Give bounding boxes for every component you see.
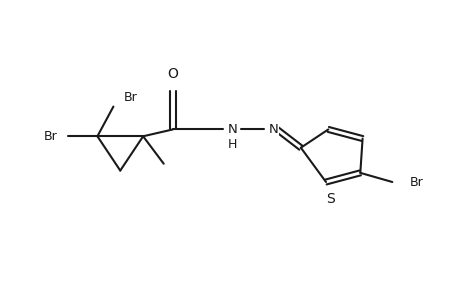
Text: N: N [268, 123, 278, 136]
Text: Br: Br [43, 130, 57, 143]
Text: S: S [325, 192, 334, 206]
Text: H: H [227, 138, 236, 151]
Text: Br: Br [409, 176, 423, 188]
Text: N: N [227, 123, 237, 136]
Text: O: O [167, 67, 178, 80]
Text: Br: Br [123, 91, 137, 104]
